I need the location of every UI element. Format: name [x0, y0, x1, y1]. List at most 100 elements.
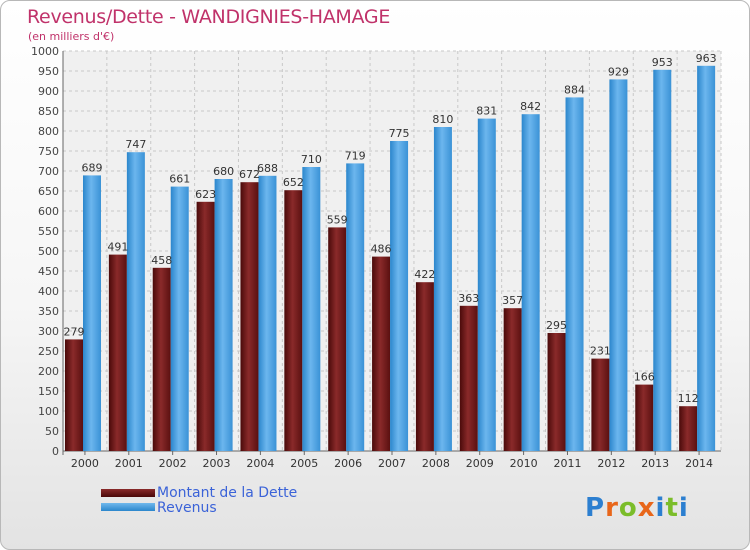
data-label-revenus: 842 [520, 100, 541, 113]
bar-dette [196, 201, 215, 451]
y-tick-label: 250 [38, 345, 59, 358]
x-tick-label: 2001 [115, 457, 143, 470]
data-label-revenus: 831 [476, 105, 497, 118]
bar-dette [328, 227, 347, 451]
bar-dette [679, 406, 698, 451]
bar-revenus [390, 141, 409, 451]
data-label-revenus: 953 [652, 56, 673, 69]
chart-title: Revenus/Dette - WANDIGNIES-HAMAGE [27, 6, 391, 28]
data-label-dette: 295 [546, 319, 567, 332]
y-tick-label: 700 [38, 165, 59, 178]
y-tick-label: 50 [45, 425, 59, 438]
y-tick-label: 350 [38, 305, 59, 318]
bar-revenus [433, 127, 452, 451]
y-tick-label: 950 [38, 65, 59, 78]
x-tick-label: 2002 [159, 457, 187, 470]
bar-dette [108, 254, 127, 451]
x-tick-label: 2007 [378, 457, 406, 470]
data-label-revenus: 810 [432, 113, 453, 126]
logo-letter: x [638, 493, 656, 523]
legend-swatch-revenus [101, 503, 155, 511]
data-label-dette: 458 [151, 254, 172, 267]
bar-revenus [477, 118, 496, 451]
bar-revenus [653, 69, 672, 452]
y-tick-label: 400 [38, 285, 59, 298]
logo-letter: r [605, 493, 619, 523]
y-tick-label: 600 [38, 205, 59, 218]
data-label-revenus: 963 [696, 52, 717, 65]
data-label-revenus: 719 [345, 149, 366, 162]
y-tick-label: 750 [38, 145, 59, 158]
y-tick-label: 300 [38, 325, 59, 338]
svg-text:Proxiti: Proxiti [585, 493, 689, 523]
data-label-revenus: 775 [389, 127, 410, 140]
y-tick-label: 1000 [31, 45, 59, 58]
x-tick-label: 2003 [203, 457, 231, 470]
y-tick-label: 0 [52, 445, 59, 458]
y-tick-label: 650 [38, 185, 59, 198]
proxiti-logo: Proxiti [585, 493, 689, 523]
bar-revenus [346, 163, 365, 451]
bar-dette [372, 256, 391, 451]
x-tick-label: 2000 [71, 457, 99, 470]
data-label-dette: 491 [107, 241, 128, 254]
x-tick-label: 2004 [246, 457, 274, 470]
y-tick-label: 550 [38, 225, 59, 238]
data-label-dette: 672 [239, 168, 260, 181]
logo-letter: i [679, 493, 689, 523]
bar-dette [152, 267, 171, 451]
logo-letter: t [665, 493, 678, 523]
legend-label-dette: Montant de la Dette [157, 485, 298, 501]
bar-dette [503, 308, 522, 451]
data-label-dette: 422 [414, 268, 435, 281]
chart-subtitle: (en milliers d'€) [28, 30, 115, 43]
y-tick-label: 450 [38, 265, 59, 278]
bar-dette [65, 339, 83, 451]
data-label-dette: 623 [195, 188, 216, 201]
y-tick-label: 850 [38, 105, 59, 118]
data-label-dette: 486 [371, 243, 392, 256]
bar-dette [591, 358, 610, 451]
bar-revenus [697, 65, 716, 452]
data-label-dette: 166 [634, 371, 655, 384]
bar-dette [635, 384, 654, 451]
logo-letter: i [656, 493, 666, 523]
data-label-dette: 357 [502, 294, 523, 307]
legend-label-revenus: Revenus [157, 500, 217, 516]
data-label-dette: 363 [458, 292, 479, 305]
x-tick-label: 2010 [510, 457, 538, 470]
bar-dette [240, 182, 259, 451]
bar-revenus [83, 175, 101, 451]
bar-dette [415, 282, 434, 451]
bar-revenus [170, 186, 189, 451]
legend-swatch-dette [101, 489, 155, 497]
logo-letter: P [585, 493, 605, 523]
y-tick-label: 800 [38, 125, 59, 138]
data-label-revenus: 710 [301, 153, 322, 166]
x-tick-label: 2006 [334, 457, 362, 470]
y-tick-label: 900 [38, 85, 59, 98]
data-label-revenus: 884 [564, 83, 585, 96]
x-tick-label: 2008 [422, 457, 450, 470]
bar-revenus [609, 79, 628, 452]
y-tick-label: 500 [38, 245, 59, 258]
bar-revenus [258, 175, 277, 452]
x-tick-label: 2014 [685, 457, 713, 470]
data-label-dette: 112 [678, 392, 699, 405]
data-label-dette: 279 [64, 325, 85, 338]
logo-letter: o [619, 493, 638, 523]
y-tick-label: 200 [38, 365, 59, 378]
data-label-dette: 652 [283, 176, 304, 189]
data-label-revenus: 689 [82, 161, 103, 174]
y-tick-label: 100 [38, 405, 59, 418]
x-tick-label: 2012 [597, 457, 625, 470]
bar-revenus [521, 114, 540, 451]
data-label-revenus: 688 [257, 162, 278, 175]
bar-revenus [565, 97, 584, 452]
bar-dette [284, 190, 303, 451]
bar-dette [547, 333, 566, 451]
data-label-revenus: 661 [169, 173, 190, 186]
bar-revenus [214, 179, 233, 451]
data-label-revenus: 680 [213, 165, 234, 178]
x-tick-label: 2005 [290, 457, 318, 470]
